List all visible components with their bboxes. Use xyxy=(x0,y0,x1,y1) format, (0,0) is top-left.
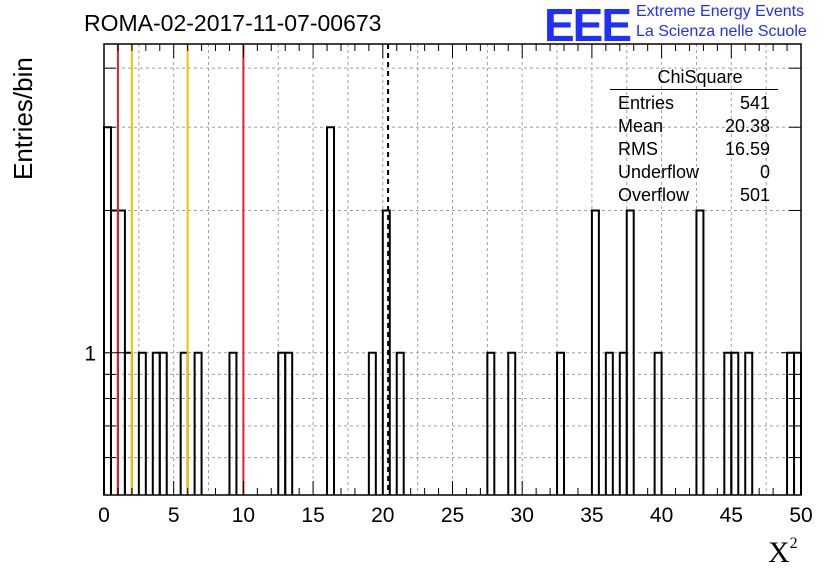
reference-lines xyxy=(116,44,390,495)
histogram-bin xyxy=(556,351,566,495)
histogram-bin xyxy=(695,209,705,495)
histogram-bin xyxy=(137,351,147,495)
stats-row: Mean 20.38 xyxy=(610,115,778,138)
eee-logo-text: Extreme Energy Events La Scienza nelle S… xyxy=(636,2,807,42)
histogram-bin xyxy=(604,351,614,495)
histogram-bin xyxy=(730,351,740,495)
chart-title: ROMA-02-2017-11-07-00673 xyxy=(84,10,382,36)
stats-divider xyxy=(610,89,778,90)
x-tick-label: 15 xyxy=(301,504,324,527)
histogram-bin xyxy=(284,351,294,495)
histogram-bin xyxy=(395,351,405,495)
x-axis-label: X2 xyxy=(768,535,798,570)
stats-value: 541 xyxy=(739,93,770,113)
stats-row: RMS 16.59 xyxy=(610,138,778,161)
histogram-bin xyxy=(381,209,391,495)
stats-label: Entries xyxy=(618,93,675,113)
x-tick-label: 40 xyxy=(650,504,673,527)
axis-ticks xyxy=(103,44,802,495)
stats-row: Entries 541 xyxy=(610,92,778,115)
histogram-bin xyxy=(486,351,496,495)
stats-label: Overflow xyxy=(618,185,690,205)
logo-line-2: La Scienza nelle Scuole xyxy=(636,23,807,40)
histogram-bin xyxy=(625,209,635,495)
histogram-bin xyxy=(326,126,336,495)
stats-label: Underflow xyxy=(618,162,700,182)
stats-value: 0 xyxy=(759,162,770,182)
histogram-bin xyxy=(507,351,517,495)
histogram-bin xyxy=(228,351,238,495)
stats-label: RMS xyxy=(618,139,658,159)
x-axis-label-sup: 2 xyxy=(789,535,798,552)
x-tick-label: 25 xyxy=(441,504,464,527)
stats-label: Mean xyxy=(618,116,664,136)
stats-value: 501 xyxy=(739,185,770,205)
histogram-bin xyxy=(193,351,203,495)
x-tick-label: 35 xyxy=(580,504,603,527)
histogram-bin xyxy=(653,351,663,495)
stats-row: Overflow 501 xyxy=(610,184,778,207)
x-tick-label: 10 xyxy=(232,504,255,527)
y-tick-label: 1 xyxy=(84,343,96,366)
x-tick-label: 50 xyxy=(789,504,812,527)
x-tick-label: 45 xyxy=(720,504,743,527)
x-tick-label: 20 xyxy=(371,504,394,527)
stats-box: ChiSquare Entries 541 Mean 20.38 RMS 16.… xyxy=(610,66,778,207)
stats-value: 16.59 xyxy=(724,139,770,159)
stats-title: ChiSquare xyxy=(657,67,743,87)
x-tick-label: 30 xyxy=(511,504,534,527)
histogram-bin xyxy=(367,351,377,495)
tick-labels: 0 5 10 15 20 25 30 35 40 45 50 1 xyxy=(84,343,812,527)
stats-value: 20.38 xyxy=(724,116,770,136)
histogram-bin xyxy=(590,209,600,495)
stats-row: Underflow 0 xyxy=(610,161,778,184)
eee-logo: EEE xyxy=(544,0,632,51)
histogram-bin xyxy=(103,126,112,495)
x-axis-label-base: X xyxy=(768,536,790,569)
logo-line-1: Extreme Energy Events xyxy=(636,3,805,20)
histogram-bin xyxy=(158,351,168,495)
histogram-bin xyxy=(744,351,754,495)
grid-lines xyxy=(103,44,802,495)
x-tick-label: 5 xyxy=(168,504,180,527)
x-tick-label: 0 xyxy=(98,504,110,527)
